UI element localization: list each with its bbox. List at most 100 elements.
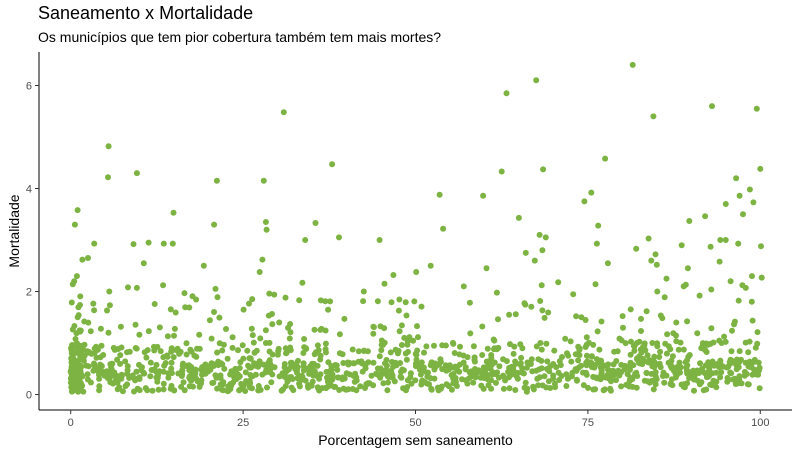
data-point [332,383,339,390]
data-point [160,282,167,289]
data-point [388,299,395,306]
data-point [414,323,420,330]
data-point [593,240,600,247]
data-point [68,299,75,306]
data-point [488,377,495,384]
data-point [269,321,276,328]
data-point [457,343,463,350]
data-point [413,269,420,275]
data-point [649,340,656,346]
data-point [156,324,163,331]
data-point [735,240,742,247]
data-point [471,358,478,365]
data-point [249,296,256,303]
data-point [610,367,617,374]
data-point [133,170,140,177]
data-point [239,342,246,349]
data-point [196,383,203,390]
data-point [105,143,112,150]
data-point [756,364,763,371]
data-point [541,314,548,321]
data-point [440,225,447,232]
data-point [324,375,331,382]
data-point [537,298,544,304]
data-point [143,354,150,361]
data-point [377,323,384,330]
data-point [357,383,364,390]
data-point [147,373,154,380]
data-point [677,339,684,346]
data-point [480,385,487,392]
data-point [604,260,611,267]
data-point [673,319,680,326]
data-point [274,351,281,358]
data-point [74,314,81,321]
data-point [256,269,263,275]
data-point [380,380,387,387]
data-point [421,349,427,356]
data-point [722,237,729,243]
data-point [398,322,405,329]
data-point [717,357,724,364]
data-point [499,373,506,380]
data-point [539,307,546,314]
data-point [237,359,244,366]
data-point [521,300,528,307]
x-tick-label: 25 [237,417,249,429]
data-point [211,309,217,315]
data-point [220,379,227,386]
data-point [283,349,290,356]
data-point [727,356,734,363]
data-point [628,338,634,345]
data-point [682,359,689,366]
data-point [607,375,614,382]
data-point [575,364,582,371]
data-point [718,369,725,376]
data-point [555,369,562,376]
data-point [412,377,419,384]
data-point [702,213,709,220]
data-point [141,349,148,356]
data-point [136,331,143,338]
data-point [686,375,693,381]
data-point [318,325,325,332]
data-point [312,220,319,226]
data-point [114,386,121,393]
data-point [744,381,751,388]
data-point [663,275,670,282]
data-point [165,374,172,381]
data-point [613,377,619,384]
data-point [125,284,131,291]
data-point [651,353,658,360]
data-point [75,369,82,376]
data-point [563,383,570,389]
data-point [247,355,254,362]
data-point [172,309,179,316]
data-point [583,352,590,359]
data-point [323,368,330,375]
data-point [229,344,236,351]
data-point [221,365,228,372]
data-point [733,175,740,182]
data-point [118,371,125,378]
data-point [360,288,367,295]
data-point [349,386,356,392]
data-point [308,382,315,389]
data-point [538,346,545,353]
data-point [654,340,661,347]
data-point [145,239,152,246]
data-point [97,361,104,368]
data-point [368,372,375,379]
data-point [626,383,633,390]
data-point [104,307,110,314]
data-point [415,334,421,341]
data-point [96,371,102,378]
data-point [181,290,188,297]
data-point [214,385,221,392]
data-point [382,367,388,374]
data-point [483,358,490,365]
data-point [381,280,388,287]
data-point [733,366,740,373]
data-point [427,362,434,369]
data-point [503,358,510,365]
